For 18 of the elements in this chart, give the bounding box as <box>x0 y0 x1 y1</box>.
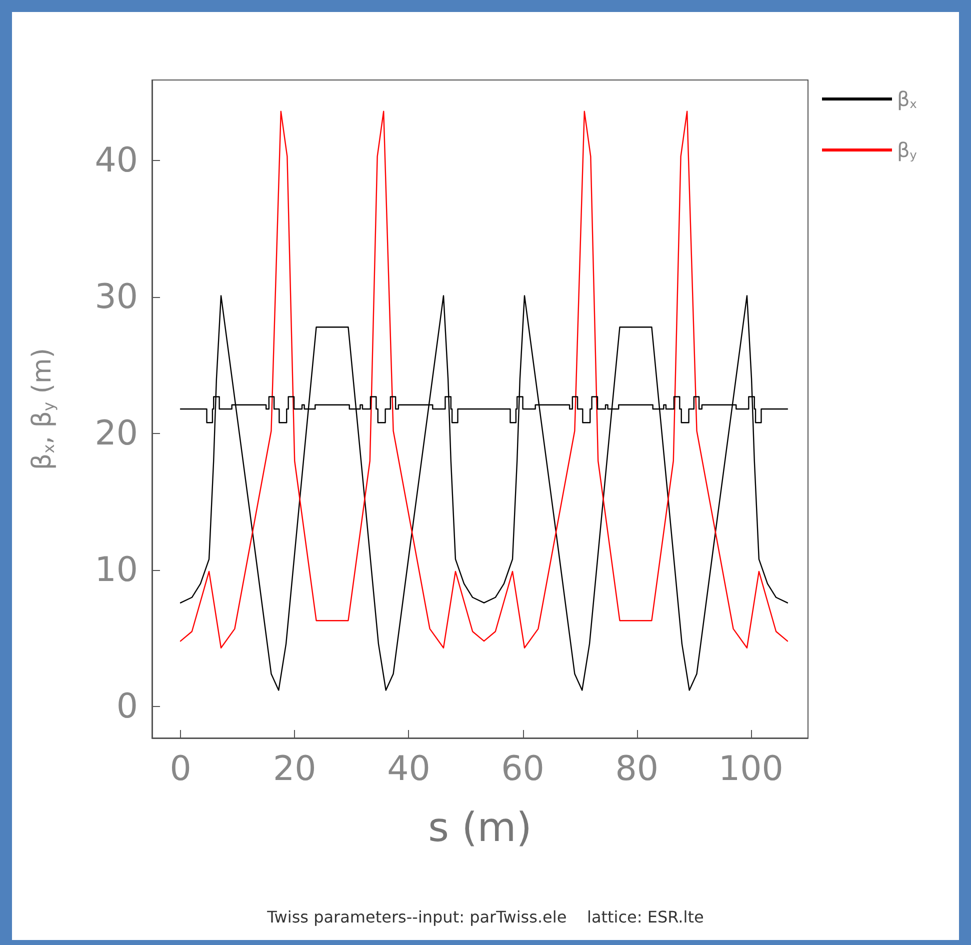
legend-label: βy <box>897 138 917 162</box>
x-tick-label: 60 <box>501 749 544 789</box>
x-tick-label: 100 <box>718 749 784 789</box>
y-tick-label: 20 <box>94 414 138 454</box>
x-tick-label: 40 <box>387 749 430 789</box>
x-axis-title: s (m) <box>428 805 532 851</box>
y-tick-label: 0 <box>116 686 138 727</box>
line-series <box>180 295 788 691</box>
legend-label: βx <box>897 87 917 111</box>
y-axis-title: βx, βy (m) <box>28 348 58 470</box>
text: Twiss parameters--input: parTwiss.ele lattice: ESR.lte <box>266 908 704 926</box>
y-tick-label: 10 <box>94 550 138 590</box>
y-tick-label: 30 <box>94 277 138 318</box>
x-tick-label: 20 <box>272 749 316 789</box>
line-series <box>180 110 788 648</box>
x-tick-label: 80 <box>615 749 658 789</box>
x-tick-label: 0 <box>170 749 192 789</box>
y-tick-label: 40 <box>94 140 138 181</box>
